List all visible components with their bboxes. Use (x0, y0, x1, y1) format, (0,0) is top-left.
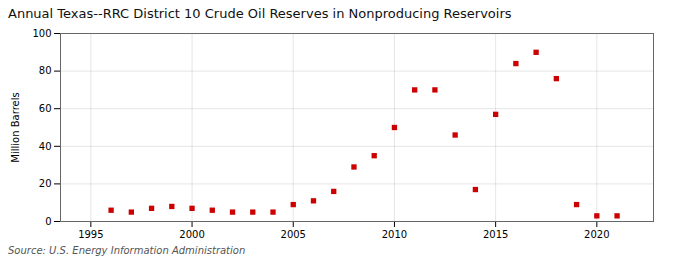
svg-text:2010: 2010 (382, 229, 407, 240)
svg-text:60: 60 (39, 103, 52, 114)
svg-text:80: 80 (39, 65, 52, 76)
svg-text:2005: 2005 (281, 229, 306, 240)
svg-text:40: 40 (39, 141, 52, 152)
svg-text:2015: 2015 (483, 229, 508, 240)
svg-text:0: 0 (45, 216, 51, 227)
svg-text:2020: 2020 (584, 229, 609, 240)
svg-text:2000: 2000 (179, 229, 204, 240)
svg-text:Million Barrels: Million Barrels (10, 92, 21, 162)
html-text:Source: U.S. Energy Informatio: Source: U.S. Energy Information Administ… (8, 245, 246, 256)
svg-text:20: 20 (39, 178, 52, 189)
html-text:Annual Texas--RRC District 10: Annual Texas--RRC District 10 Crude Oil … (8, 6, 512, 21)
svg-text:1995: 1995 (78, 229, 103, 240)
svg-text:100: 100 (32, 28, 51, 39)
